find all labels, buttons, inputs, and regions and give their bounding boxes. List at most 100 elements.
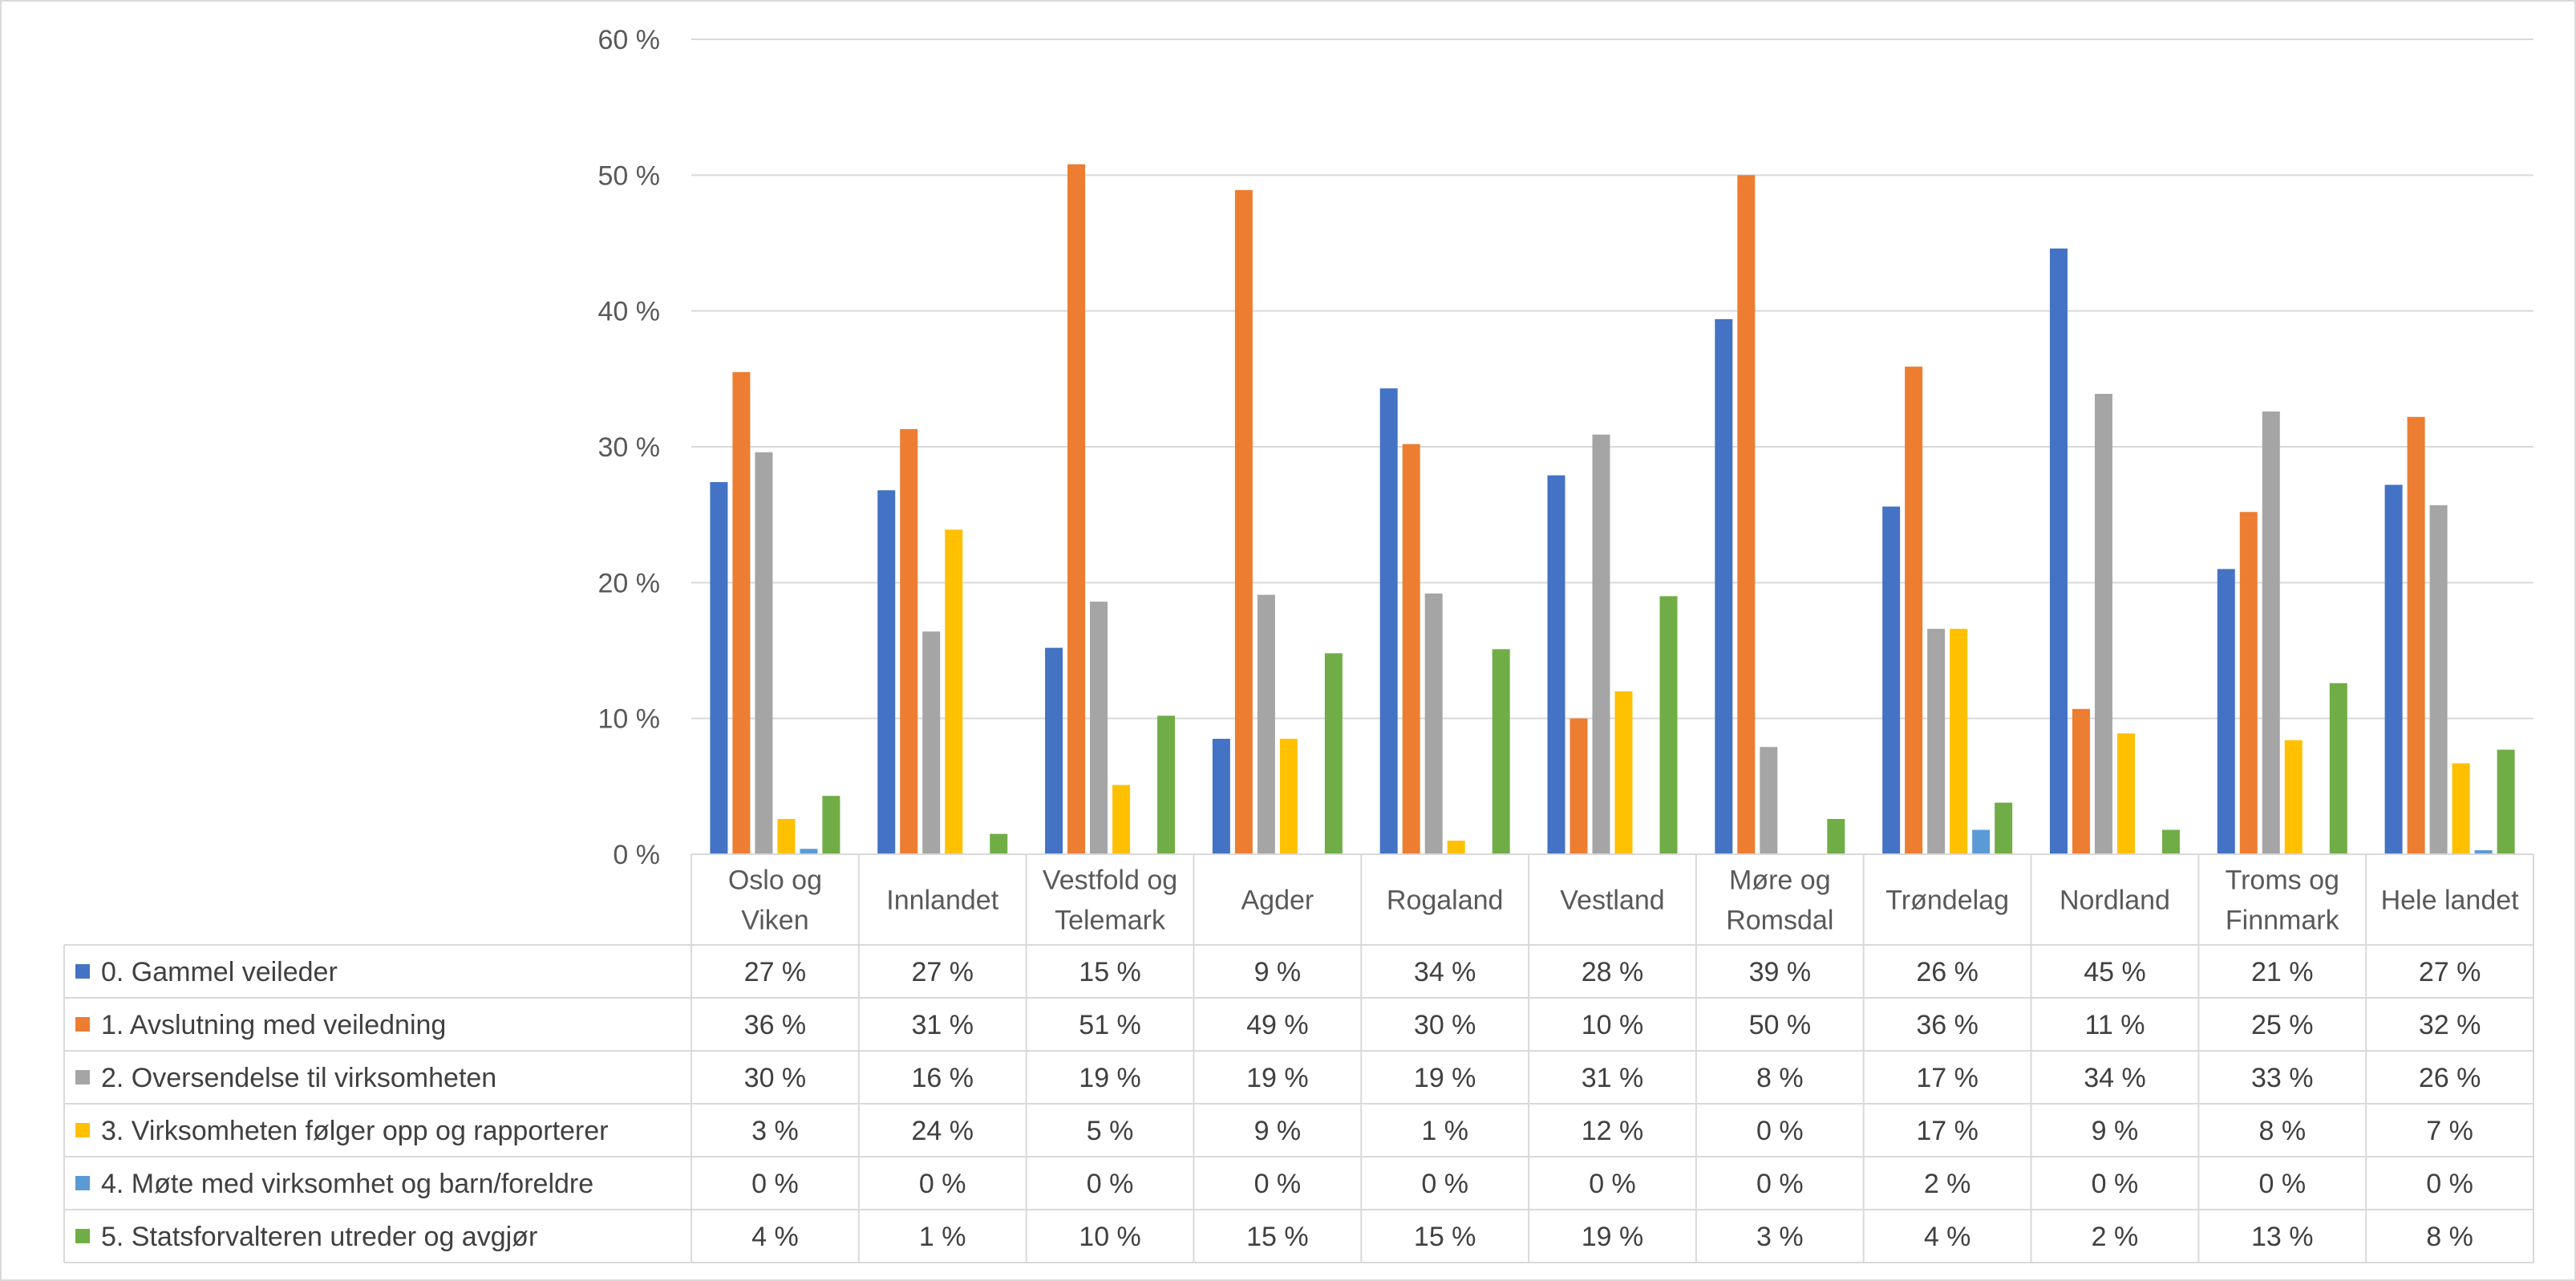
bar bbox=[1614, 691, 1633, 854]
y-tick-label: 20 % bbox=[598, 568, 661, 598]
data-label: 4 % bbox=[751, 1222, 799, 1252]
category-label: Romsdal bbox=[1726, 906, 1833, 936]
data-label: 45 % bbox=[2084, 957, 2146, 987]
bar bbox=[1569, 718, 1588, 854]
data-label: 36 % bbox=[1916, 1010, 1979, 1040]
category-label: Finnmark bbox=[2226, 906, 2340, 936]
legend-key bbox=[75, 1176, 90, 1190]
data-label: 8 % bbox=[2258, 1116, 2306, 1146]
data-label: 0 % bbox=[1756, 1116, 1804, 1146]
bar bbox=[1547, 475, 1565, 854]
bar bbox=[2239, 512, 2258, 854]
bar bbox=[2161, 829, 2180, 854]
bar bbox=[1402, 444, 1420, 854]
y-tick-label: 10 % bbox=[598, 704, 661, 735]
bar bbox=[1234, 189, 1253, 854]
bar bbox=[2474, 849, 2493, 854]
bar bbox=[1257, 594, 1275, 854]
bar bbox=[2429, 505, 2448, 854]
data-label: 0 % bbox=[2258, 1169, 2306, 1199]
data-label: 4 % bbox=[1924, 1222, 1971, 1252]
data-label: 26 % bbox=[1916, 957, 1979, 987]
bar bbox=[1715, 318, 1733, 854]
bar bbox=[1592, 434, 1610, 854]
data-label: 12 % bbox=[1582, 1116, 1644, 1146]
data-label: 15 % bbox=[1414, 1222, 1476, 1252]
bar bbox=[1760, 747, 1778, 854]
data-label: 50 % bbox=[1749, 1010, 1812, 1040]
data-label: 0 % bbox=[1421, 1169, 1468, 1199]
category-label: Oslo og bbox=[728, 865, 822, 896]
data-label: 2 % bbox=[1924, 1169, 1971, 1199]
category-label: Troms og bbox=[2226, 865, 2339, 896]
data-label: 31 % bbox=[911, 1010, 974, 1040]
bar bbox=[777, 818, 796, 854]
data-label: 27 % bbox=[2419, 957, 2481, 987]
data-label: 28 % bbox=[1582, 957, 1644, 987]
y-axis: 0 % 10 % 20 % 30 % 40 % 50 % 60 % bbox=[598, 25, 661, 870]
bar bbox=[1737, 175, 1756, 855]
category-label: Møre og bbox=[1729, 865, 1831, 896]
data-label: 15 % bbox=[1079, 957, 1141, 987]
bar bbox=[2284, 740, 2303, 854]
legend-label: 5. Statsforvalteren utreder og avgjør bbox=[101, 1222, 537, 1252]
bar bbox=[900, 428, 918, 854]
bar bbox=[945, 529, 963, 854]
bar bbox=[2262, 411, 2280, 854]
legend-label: 2. Oversendelse til virksomheten bbox=[101, 1063, 496, 1093]
bar bbox=[1492, 649, 1510, 854]
legend-label: 0. Gammel veileder bbox=[101, 957, 338, 987]
bar bbox=[822, 796, 840, 854]
bar bbox=[1112, 784, 1131, 854]
data-label: 19 % bbox=[1414, 1063, 1476, 1093]
bar bbox=[1424, 593, 1443, 854]
category-label: Nordland bbox=[2060, 886, 2170, 916]
bar bbox=[2217, 569, 2235, 854]
data-label: 0 % bbox=[2092, 1169, 2139, 1199]
data-label: 9 % bbox=[2092, 1116, 2139, 1146]
legend-key bbox=[75, 1017, 90, 1032]
bar bbox=[877, 490, 896, 854]
data-label: 36 % bbox=[744, 1010, 807, 1040]
bar bbox=[1090, 602, 1108, 854]
bar bbox=[2384, 484, 2403, 854]
bar bbox=[732, 371, 751, 854]
category-label: Trøndelag bbox=[1885, 886, 2009, 916]
bar bbox=[1882, 506, 1901, 854]
data-label: 15 % bbox=[1246, 1222, 1309, 1252]
data-label: 17 % bbox=[1916, 1063, 1979, 1093]
bar bbox=[2407, 416, 2425, 854]
data-label: 7 % bbox=[2426, 1116, 2473, 1146]
bar bbox=[2094, 393, 2112, 855]
data-label: 19 % bbox=[1079, 1063, 1141, 1093]
data-label: 0 % bbox=[1589, 1169, 1636, 1199]
category-label: Vestfold og bbox=[1043, 865, 1177, 896]
data-label: 17 % bbox=[1916, 1116, 1979, 1146]
data-label: 16 % bbox=[911, 1063, 974, 1093]
data-label: 9 % bbox=[1254, 957, 1302, 987]
legend-label: 3. Virksomheten følger opp og rapportere… bbox=[101, 1116, 609, 1146]
data-label: 8 % bbox=[1756, 1063, 1804, 1093]
bar bbox=[2116, 733, 2135, 854]
data-label: 13 % bbox=[2251, 1222, 2314, 1252]
data-label: 34 % bbox=[2084, 1063, 2146, 1093]
data-label: 26 % bbox=[2419, 1063, 2481, 1093]
legend-key bbox=[75, 1123, 90, 1137]
legend-key bbox=[75, 964, 90, 979]
data-label: 25 % bbox=[2251, 1010, 2314, 1040]
bar bbox=[1447, 841, 1465, 854]
data-label: 1 % bbox=[1421, 1116, 1468, 1146]
bar bbox=[1659, 596, 1678, 854]
bar bbox=[1157, 715, 1176, 854]
data-label: 9 % bbox=[1254, 1116, 1302, 1146]
data-label: 39 % bbox=[1749, 957, 1812, 987]
bar bbox=[1212, 739, 1230, 854]
data-label: 0 % bbox=[1756, 1169, 1804, 1199]
data-label: 34 % bbox=[1414, 957, 1476, 987]
data-label: 8 % bbox=[2426, 1222, 2473, 1252]
category-label: Viken bbox=[741, 906, 808, 936]
bar bbox=[2329, 683, 2347, 854]
data-label: 10 % bbox=[1582, 1010, 1644, 1040]
